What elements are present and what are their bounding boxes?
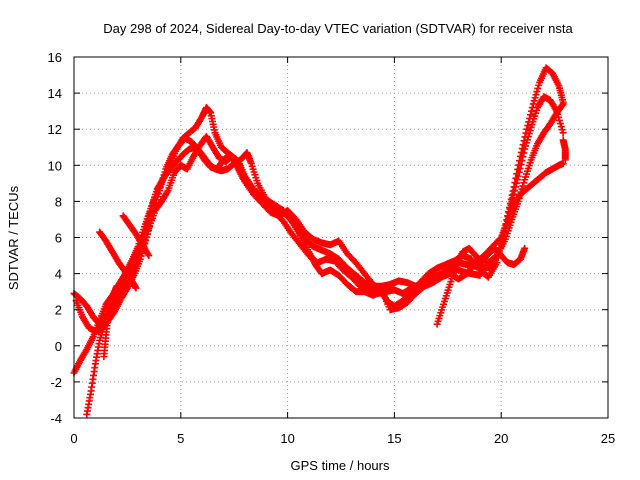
data-point xyxy=(517,161,525,169)
x-tick-label: 5 xyxy=(177,431,184,446)
series-track-9 xyxy=(559,136,569,164)
y-tick-label: 16 xyxy=(48,50,62,65)
data-point xyxy=(559,100,567,108)
data-point xyxy=(521,244,529,252)
data-point xyxy=(559,159,567,167)
y-tick-label: -4 xyxy=(50,411,62,426)
data-point xyxy=(510,190,518,198)
data-point xyxy=(493,259,501,267)
data-point xyxy=(526,111,534,119)
x-tick-label: 25 xyxy=(601,431,615,446)
x-tick-label: 10 xyxy=(280,431,294,446)
x-tick-label: 20 xyxy=(494,431,508,446)
data-point xyxy=(559,129,567,137)
x-axis-label: GPS time / hours xyxy=(291,458,390,473)
data-point xyxy=(520,149,528,157)
y-tick-label: 12 xyxy=(48,122,62,137)
data-points xyxy=(70,64,569,418)
y-tick-label: 10 xyxy=(48,158,62,173)
y-tick-label: 4 xyxy=(55,267,62,282)
y-tick-label: 14 xyxy=(48,86,62,101)
data-point xyxy=(113,282,121,290)
data-point xyxy=(511,187,519,195)
data-point xyxy=(513,176,521,184)
data-point xyxy=(561,156,569,164)
data-point xyxy=(518,157,526,165)
data-point xyxy=(512,183,520,191)
data-point xyxy=(132,284,140,292)
data-point xyxy=(558,101,566,109)
x-tick-label: 15 xyxy=(387,431,401,446)
y-axis-label: SDTVAR / TECUs xyxy=(6,185,21,290)
y-tick-label: 0 xyxy=(55,339,62,354)
y-tick-label: -2 xyxy=(50,375,62,390)
data-point xyxy=(516,164,524,172)
y-tick-label: 8 xyxy=(55,194,62,209)
y-tick-label: 6 xyxy=(55,231,62,246)
data-point xyxy=(496,235,504,243)
series-track-7 xyxy=(100,282,121,361)
data-point xyxy=(523,125,531,133)
x-tick-label: 0 xyxy=(70,431,77,446)
data-point xyxy=(515,168,523,176)
series-track-6 xyxy=(119,212,153,260)
chart-title: Day 298 of 2024, Sidereal Day-to-day VTE… xyxy=(103,21,573,36)
data-point xyxy=(145,252,153,260)
data-point xyxy=(512,179,520,187)
axis-ticks: 0 5 10 15 20 25 -4 -2 0 2 4 6 8 10 12 14 16 xyxy=(48,50,616,446)
data-point xyxy=(514,172,522,180)
series-track-4 xyxy=(83,132,567,418)
grid xyxy=(74,57,608,418)
data-point xyxy=(519,153,527,161)
series-track-5 xyxy=(96,228,140,292)
series-track-8 xyxy=(433,244,529,328)
y-tick-label: 2 xyxy=(55,303,62,318)
